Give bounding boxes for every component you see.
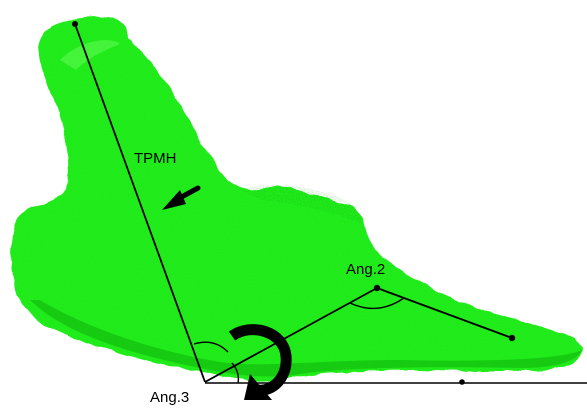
ang2-label: Ang.2 bbox=[346, 261, 385, 278]
ang2-arc bbox=[349, 297, 405, 310]
curved-rotation-arrow-icon bbox=[228, 324, 292, 400]
tpmh-top-point bbox=[72, 21, 78, 27]
ang3-arc-lower bbox=[231, 362, 240, 384]
ground-contact-point bbox=[459, 379, 465, 385]
forefoot-point bbox=[508, 334, 516, 342]
ang2-to-forefoot-line bbox=[376, 287, 513, 339]
ang3-arc-upper bbox=[193, 341, 229, 353]
ang3-label: Ang.3 bbox=[150, 389, 189, 405]
heel-to-ang2-line bbox=[204, 287, 378, 383]
tpmh-label: TPMH bbox=[134, 150, 177, 167]
tpmh-axis-line bbox=[74, 23, 206, 383]
arrow-left-down-icon bbox=[162, 185, 201, 210]
